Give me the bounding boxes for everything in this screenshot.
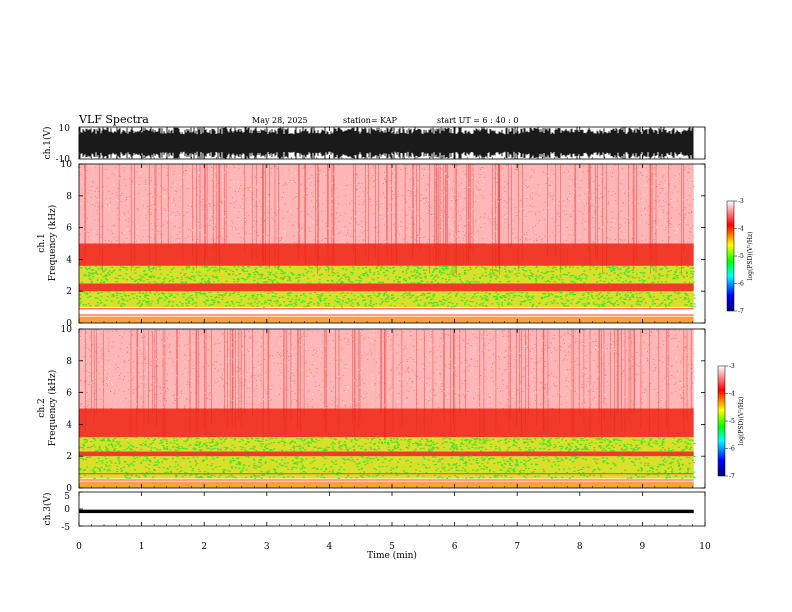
colorbar-tick-label: -6 <box>729 446 735 453</box>
ch3-ytick-bottom: -5 <box>61 523 70 533</box>
x-tick-label: 5 <box>389 542 395 552</box>
ch1-waveform-line <box>78 127 694 159</box>
spectrogram-band <box>79 451 694 457</box>
ch3-waveform-panel: 5 0 -5 ch.3(V) <box>42 491 706 533</box>
spectrogram-band <box>79 265 694 284</box>
x-tick-label: 3 <box>264 542 270 552</box>
x-tick-label: 4 <box>327 542 333 552</box>
spectrogram-band <box>79 316 694 323</box>
x-tick-label: 0 <box>76 542 82 552</box>
x-axis-label: Time (min) <box>367 550 417 561</box>
x-tick-label: 2 <box>201 542 207 552</box>
spectrogram-band <box>79 437 694 452</box>
freq-tick-label: 0 <box>66 319 72 329</box>
colorbar-tick-label: -4 <box>729 391 735 398</box>
x-tick-label: 10 <box>699 542 711 552</box>
ch1-ytick-bottom: -10 <box>56 155 71 165</box>
spectrogram-red-texture <box>79 163 695 276</box>
spectrogram-green-texture <box>79 436 696 479</box>
spectrogram-band <box>79 456 694 479</box>
date-label: May 28, 2025 <box>252 116 308 125</box>
freq-tick-label: 6 <box>66 389 72 399</box>
ch1-ylabel: ch.1(V) <box>42 127 53 160</box>
freq-tick-label: 4 <box>66 255 72 265</box>
spectrogram-band <box>79 329 694 409</box>
x-tick-label: 6 <box>452 542 458 552</box>
start-time-label: start UT = 6 : 40 : 0 <box>437 116 518 125</box>
x-tick-label: 8 <box>577 542 583 552</box>
ch2-spectrogram-image <box>79 328 696 488</box>
x-tick-label: 9 <box>640 542 646 552</box>
figure-title: VLF Spectra <box>78 113 149 126</box>
ch3-waveform-band <box>79 509 694 514</box>
freq-tick-label: 2 <box>66 287 72 297</box>
colorbar-tick-label: -5 <box>738 253 744 260</box>
ch1-colorbar-label: log(PSD)(V²/Hz) <box>747 232 754 281</box>
freq-tick-label: 6 <box>66 224 72 234</box>
spectrogram-green-texture <box>79 265 696 308</box>
freq-tick-label: 2 <box>66 452 72 462</box>
ch1-spec-ylabel-frequency: Frequency (kHz) <box>47 205 58 282</box>
spectrogram-band <box>79 481 694 488</box>
ch2-spec-ylabel-frequency: Frequency (kHz) <box>47 370 58 447</box>
x-tick-label: 7 <box>514 542 520 552</box>
colorbar-tick-label: -3 <box>729 363 735 370</box>
colorbar-tick-label: -7 <box>738 308 744 315</box>
ch2-colorbar-gradient <box>717 365 726 477</box>
ch1-colorbar-gradient <box>726 200 735 312</box>
ch2-colorbar-label: log(PSD)(V²/Hz) <box>738 397 745 446</box>
ch1-spectrogram-image <box>79 163 696 323</box>
ch1-ytick-top: 10 <box>59 124 71 134</box>
ch1-waveform-trace <box>78 127 694 159</box>
ch3-ylabel: ch.3(V) <box>42 493 53 526</box>
freq-tick-label: 10 <box>61 160 73 170</box>
spectrogram-band <box>79 408 694 438</box>
freq-tick-label: 0 <box>66 484 72 494</box>
colorbar-tick-label: -5 <box>729 418 735 425</box>
ch3-ytick-middle: 0 <box>64 505 70 515</box>
x-tick-label: 1 <box>139 542 145 552</box>
colorbar-tick-label: -7 <box>729 473 735 480</box>
freq-tick-label: 8 <box>66 192 72 202</box>
spectrogram-white-texture <box>79 328 695 409</box>
ch3-waveform-frame <box>78 491 706 527</box>
freq-tick-label: 8 <box>66 357 72 367</box>
ch1-colorbar: -3 -4 -5 -6 -7 log(PSD)(V²/Hz) <box>726 198 754 315</box>
freq-tick-label: 4 <box>66 420 72 430</box>
station-label: station= KAP <box>343 116 398 125</box>
ch1-spec-ylabel-channel: ch.1 <box>37 233 47 252</box>
ch2-spec-ylabel-channel: ch.2 <box>37 398 47 417</box>
time-x-axis: 0 1 2 3 4 5 6 7 8 9 10 <box>76 127 711 552</box>
ch1-spectrogram-panel: 0 2 4 6 8 10 ch.1 Frequency (kHz) -3 -4 -5 -6 -7 … <box>37 160 754 329</box>
colorbar-tick-label: -6 <box>738 281 744 288</box>
spectrogram-white-texture <box>81 163 695 244</box>
ch1-freq-ticks: 0 2 4 6 8 10 <box>61 160 705 329</box>
freq-tick-label: 10 <box>61 325 73 335</box>
spectrogram-band <box>79 283 694 292</box>
colorbar-tick-label: -4 <box>738 226 744 233</box>
ch2-freq-ticks: 0 2 4 6 8 10 <box>61 325 705 494</box>
ch2-colorbar: -3 -4 -5 -6 -7 log(PSD)(V²/Hz) <box>717 363 745 480</box>
ch3-waveform-trace <box>79 491 694 527</box>
ch3-ytick-top: 5 <box>64 492 70 502</box>
ch2-spectrogram-panel: 0 2 4 6 8 10 ch.2 Frequency (kHz) -3 -4 -5 -6 -7 … <box>37 325 745 494</box>
colorbar-tick-label: -3 <box>738 198 744 205</box>
spectrogram-band <box>79 243 694 266</box>
